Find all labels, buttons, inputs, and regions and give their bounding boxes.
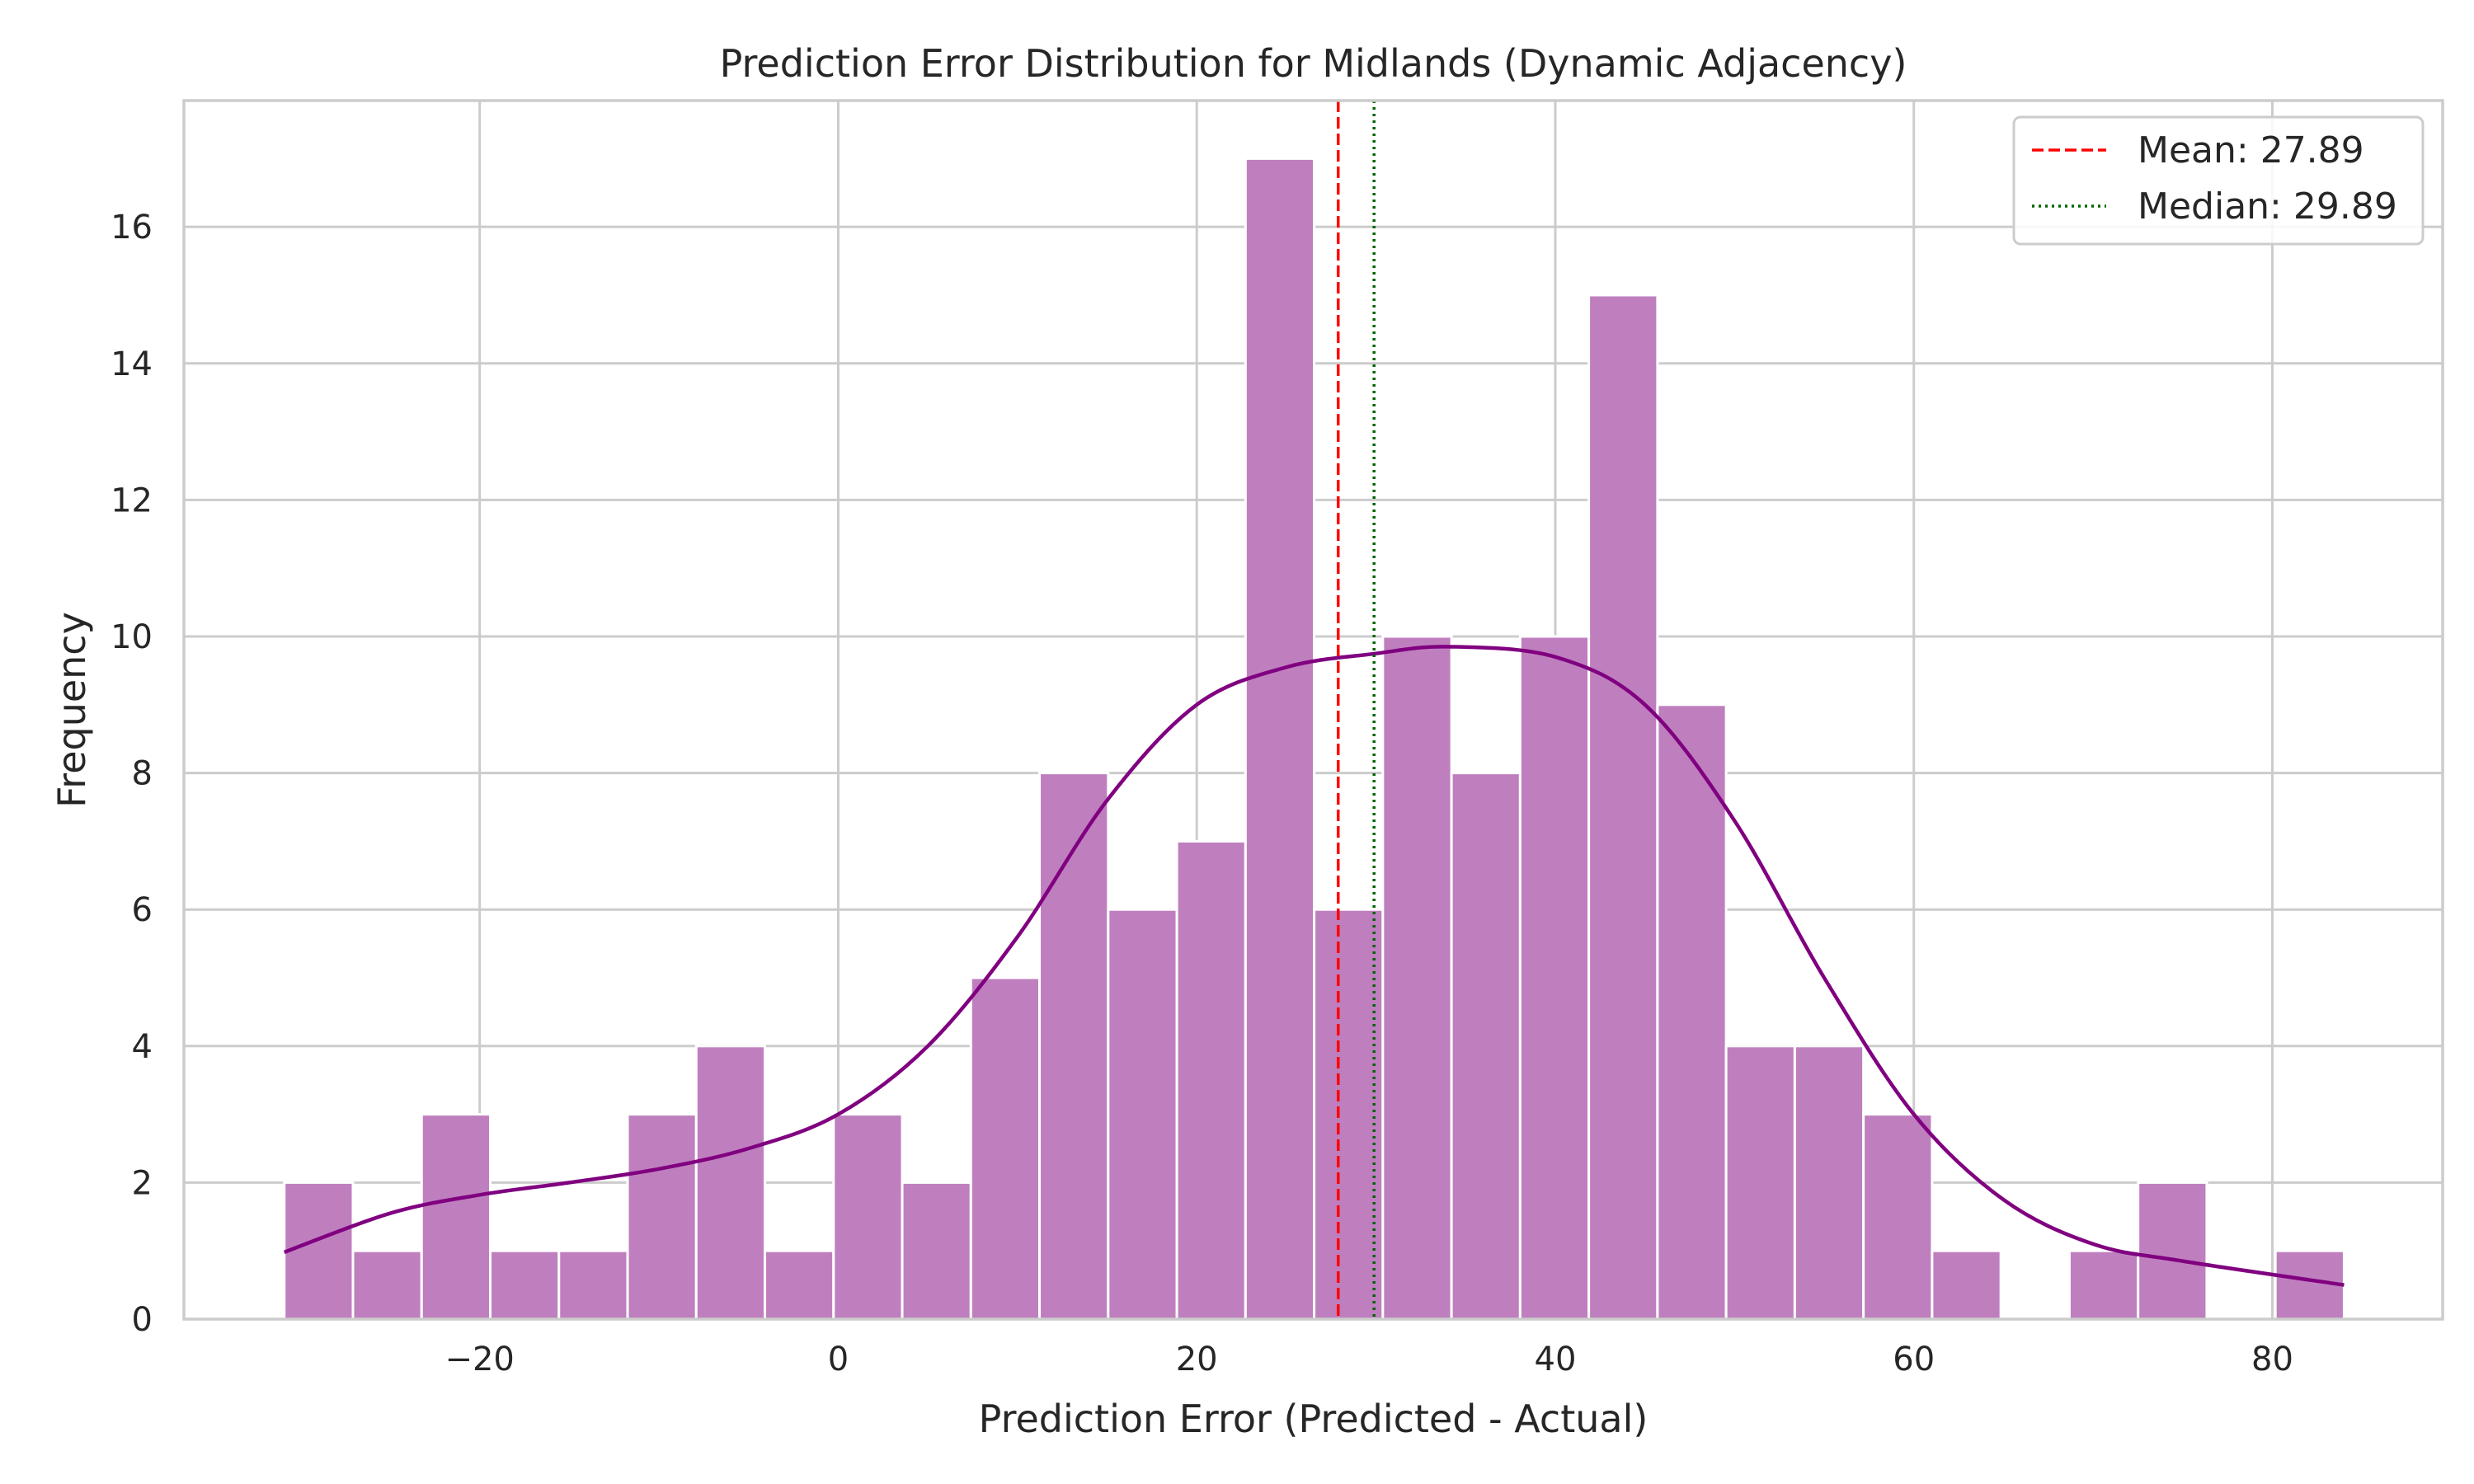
- x-tick-label: 20: [1176, 1341, 1218, 1378]
- legend-label-mean: Mean: 27.89: [2138, 129, 2364, 171]
- histogram-bar: [832, 1113, 904, 1321]
- kde-layer: [283, 645, 2345, 1287]
- y-tick-label: 0: [132, 1301, 153, 1339]
- bars-layer: [283, 157, 2345, 1321]
- histogram-bar: [1862, 1113, 1934, 1321]
- histogram-bar: [1107, 908, 1178, 1321]
- tick-labels-layer: −20 0 20 40 60 80 0 2 4 6 8 10 12 14 16: [111, 209, 2293, 1378]
- y-tick-label: 8: [132, 755, 153, 793]
- histogram-bar: [1244, 157, 1316, 1321]
- y-tick-label: 14: [111, 345, 153, 383]
- histogram-bar: [969, 976, 1042, 1321]
- x-axis-title: Prediction Error (Predicted - Actual): [979, 1397, 1649, 1441]
- y-tick-label: 4: [132, 1028, 153, 1066]
- legend: Mean: 27.89 Median: 29.89: [2012, 115, 2425, 246]
- kde-curve: [283, 645, 2345, 1287]
- histogram-bar: [626, 1113, 698, 1321]
- y-tick-label: 12: [111, 481, 153, 519]
- histogram-bar: [1518, 635, 1591, 1321]
- histogram-bar: [557, 1249, 629, 1321]
- x-tick-label: 80: [2251, 1341, 2293, 1378]
- histogram-bar: [2067, 1249, 2140, 1321]
- histogram-bar: [1587, 294, 1659, 1321]
- y-tick-label: 2: [132, 1164, 153, 1202]
- x-tick-label: −20: [444, 1341, 514, 1378]
- y-axis-title: Frequency: [49, 612, 94, 808]
- histogram-bar: [1931, 1249, 2002, 1321]
- reference-lines-layer: [1336, 101, 1376, 1319]
- y-tick-label: 6: [132, 891, 153, 929]
- legend-box: [2012, 115, 2425, 246]
- histogram-bar: [283, 1181, 355, 1321]
- x-tick-label: 0: [828, 1341, 849, 1378]
- chart-title: Prediction Error Distribution for Midlan…: [720, 41, 1907, 86]
- histogram-bar: [1450, 772, 1522, 1321]
- y-tick-label: 16: [111, 209, 153, 247]
- histogram-bar: [764, 1249, 835, 1321]
- histogram-bar: [2137, 1181, 2208, 1321]
- histogram-bar: [1313, 908, 1385, 1321]
- x-tick-label: 60: [1893, 1341, 1935, 1378]
- y-tick-label: 10: [111, 618, 153, 656]
- plot-frame: [182, 99, 2444, 1321]
- histogram-bar: [420, 1113, 492, 1321]
- histogram-bar: [1724, 1045, 1796, 1321]
- histogram-bar: [901, 1181, 972, 1321]
- histogram-bar: [694, 1045, 767, 1321]
- legend-label-median: Median: 29.89: [2138, 186, 2397, 228]
- histogram-bar: [1381, 635, 1453, 1321]
- histogram-bar: [1656, 703, 1728, 1321]
- histogram-bar: [1793, 1045, 1865, 1321]
- histogram-bar: [489, 1249, 561, 1321]
- histogram-bar: [351, 1249, 423, 1321]
- histogram-bar: [1038, 772, 1110, 1321]
- x-tick-label: 40: [1535, 1341, 1577, 1378]
- histogram-bar: [1175, 839, 1247, 1321]
